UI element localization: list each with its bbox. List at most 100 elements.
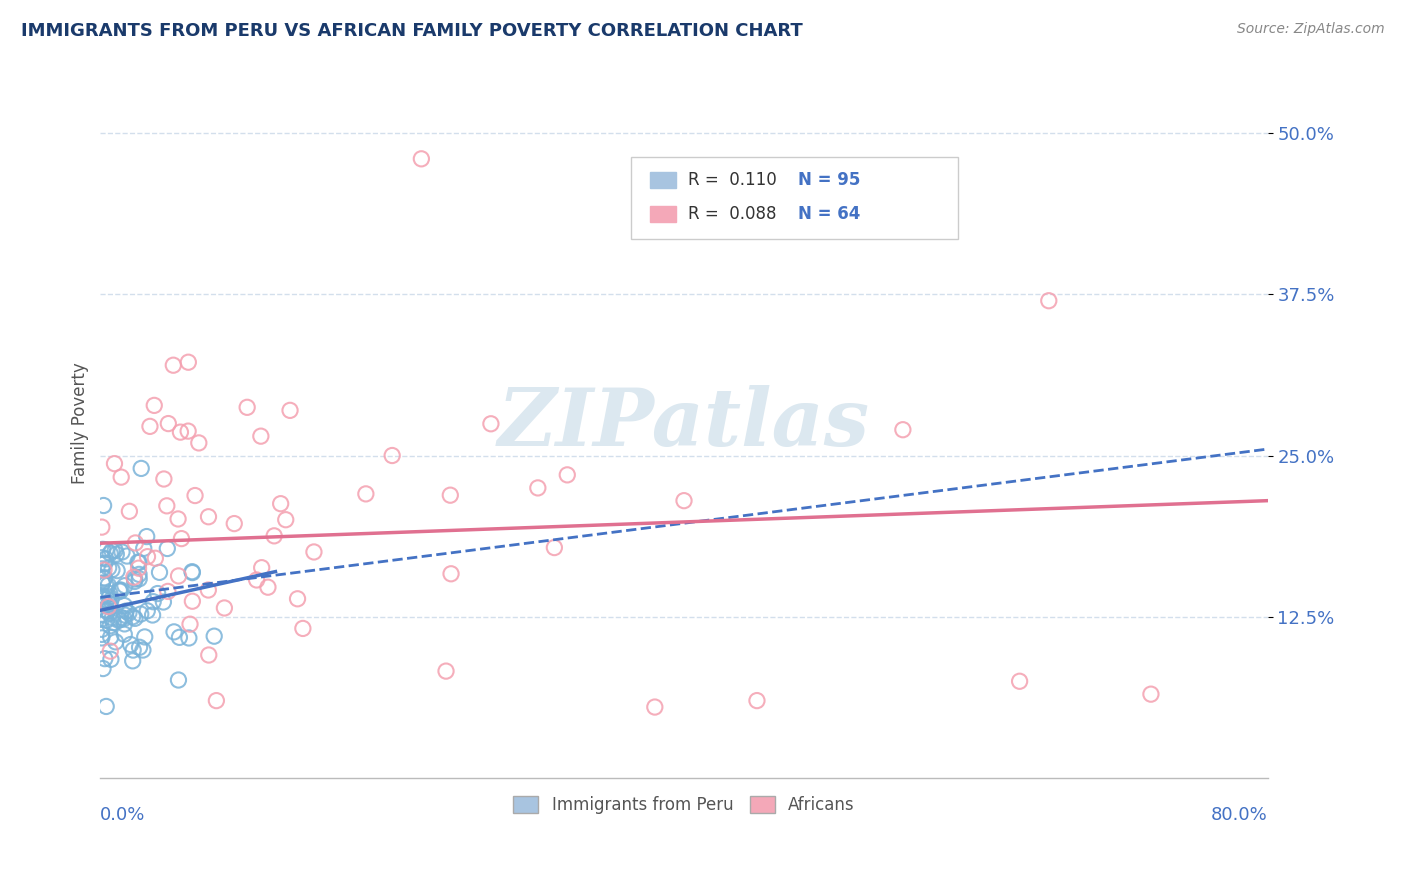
Point <box>148 566 170 580</box>
Point <box>167 673 190 687</box>
Text: 80.0%: 80.0% <box>1211 806 1268 824</box>
Legend: Immigrants from Peru, Africans: Immigrants from Peru, Africans <box>506 789 862 821</box>
Point <box>139 419 162 434</box>
Point <box>167 569 190 583</box>
Point <box>156 499 179 513</box>
Point <box>127 555 149 569</box>
Text: Source: ZipAtlas.com: Source: ZipAtlas.com <box>1237 22 1385 37</box>
Point <box>93 563 115 577</box>
Point <box>94 552 117 566</box>
Point <box>1008 674 1031 689</box>
Point <box>98 619 121 633</box>
Point <box>202 629 225 643</box>
Point <box>291 622 314 636</box>
Point <box>128 556 150 570</box>
Point <box>181 566 204 580</box>
Point <box>214 601 236 615</box>
Point <box>90 562 112 576</box>
Point <box>107 613 129 627</box>
Point <box>90 612 112 626</box>
Bar <box>650 206 676 222</box>
Point <box>278 403 301 417</box>
Point <box>411 152 433 166</box>
Point <box>1140 687 1163 701</box>
Point <box>224 516 246 531</box>
Text: N = 95: N = 95 <box>799 171 860 189</box>
Text: 0.0%: 0.0% <box>100 806 146 824</box>
Point <box>142 595 165 609</box>
Point <box>91 542 114 557</box>
Point <box>157 417 180 431</box>
Point <box>108 584 131 599</box>
Point <box>136 549 159 564</box>
FancyBboxPatch shape <box>631 157 959 239</box>
Text: IMMIGRANTS FROM PERU VS AFRICAN FAMILY POVERTY CORRELATION CHART: IMMIGRANTS FROM PERU VS AFRICAN FAMILY P… <box>21 22 803 40</box>
Point <box>98 596 121 610</box>
Point <box>128 572 150 586</box>
Point <box>274 513 297 527</box>
Point <box>169 631 191 645</box>
Y-axis label: Family Poverty: Family Poverty <box>72 362 89 484</box>
Point <box>197 582 219 597</box>
Point <box>162 358 184 372</box>
Point <box>129 607 152 621</box>
Bar <box>650 172 676 187</box>
Point <box>91 576 114 591</box>
Point <box>90 623 112 637</box>
Point <box>187 436 209 450</box>
Point <box>108 613 131 627</box>
Point <box>122 643 145 657</box>
Point <box>93 572 115 586</box>
Point <box>91 550 114 565</box>
Point <box>177 424 200 438</box>
Point <box>104 543 127 558</box>
Point <box>104 635 127 649</box>
Point <box>440 566 463 581</box>
Point <box>94 651 117 665</box>
Point <box>163 624 186 639</box>
Point <box>98 644 121 658</box>
Point <box>250 429 273 443</box>
Point <box>96 613 118 627</box>
Text: R =  0.110: R = 0.110 <box>688 171 776 189</box>
Point <box>124 611 146 625</box>
Point <box>170 532 193 546</box>
Point <box>129 461 152 475</box>
Point <box>128 567 150 582</box>
Point <box>97 578 120 592</box>
Point <box>124 536 146 550</box>
Point <box>110 470 132 484</box>
Point <box>98 597 121 611</box>
Point <box>302 545 325 559</box>
Point <box>94 603 117 617</box>
Point <box>110 610 132 624</box>
Point <box>112 599 135 613</box>
Point <box>143 551 166 566</box>
Point <box>555 467 578 482</box>
Point <box>132 643 155 657</box>
Point <box>100 593 122 607</box>
Point <box>439 488 461 502</box>
Point <box>121 609 143 624</box>
Point <box>98 587 121 601</box>
Point <box>120 638 142 652</box>
Point <box>132 541 155 556</box>
Point <box>115 549 138 563</box>
Point <box>434 664 457 678</box>
Point <box>103 457 125 471</box>
Point <box>103 615 125 630</box>
Point <box>181 565 204 579</box>
Point <box>257 580 280 594</box>
Point <box>94 577 117 591</box>
Point <box>891 423 914 437</box>
Point <box>94 542 117 557</box>
Point <box>381 449 404 463</box>
Point <box>98 607 121 621</box>
Point <box>93 499 115 513</box>
Point <box>114 579 136 593</box>
Point <box>118 504 141 518</box>
Point <box>111 545 134 559</box>
Point <box>108 582 131 597</box>
Point <box>90 631 112 645</box>
Point <box>153 472 176 486</box>
